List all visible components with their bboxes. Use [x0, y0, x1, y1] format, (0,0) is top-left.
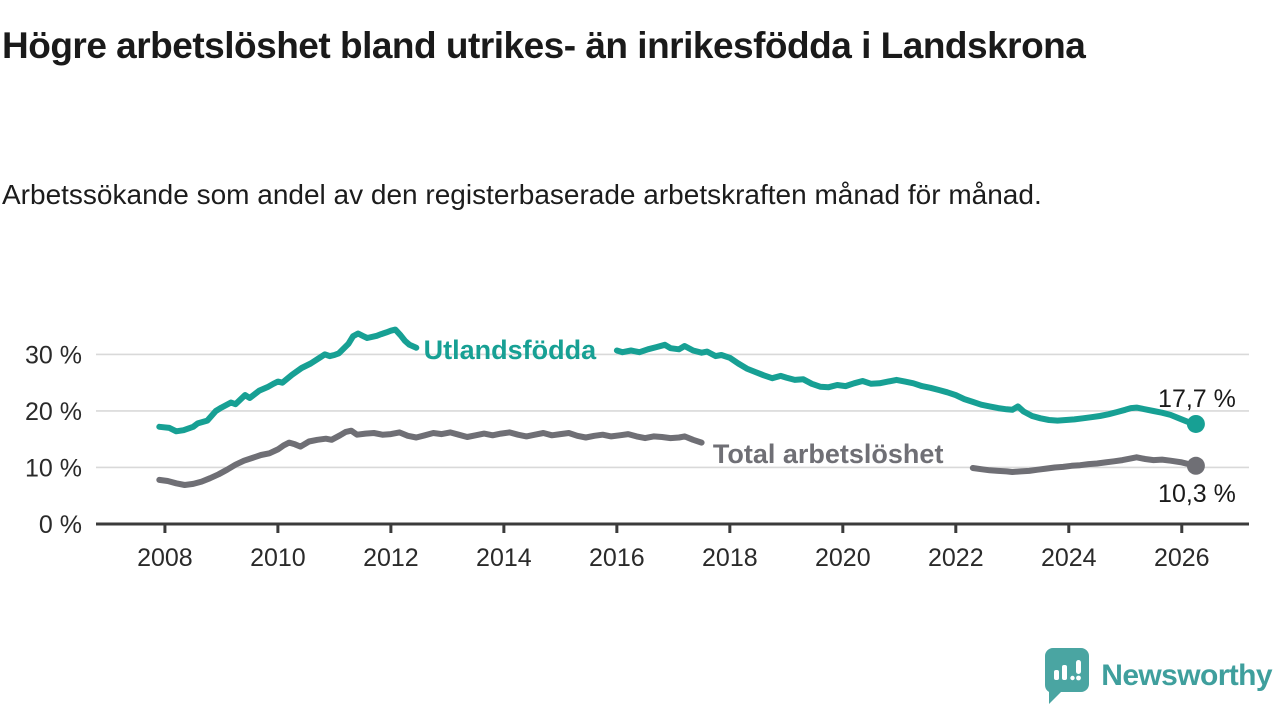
series-line-total [156, 427, 705, 488]
end-value-label-utlandsfodda: 17,7 % [1158, 385, 1236, 413]
bar-chart-glyph [1054, 660, 1082, 681]
newsworthy-logo-icon [1045, 648, 1090, 704]
series-line-total [969, 454, 1199, 475]
y-axis-tick-label: 20 % [25, 398, 82, 426]
brand-name: Newsworthy [1101, 659, 1272, 692]
series-label-total: Total arbetslöshet [713, 439, 944, 469]
x-axis-tick-label: 2010 [250, 544, 306, 572]
x-axis-tick-label: 2012 [363, 544, 419, 572]
end-value-label-total: 10,3 % [1158, 480, 1236, 508]
unemployment-line-chart: 2008 2010 2012 2014 2016 2018 2020 2022 2024 2026… [25, 326, 1249, 572]
end-dot-utlandsfodda [1186, 414, 1205, 433]
end-dot-total [1186, 456, 1205, 475]
page-title: Högre arbetslöshet bland utrikes- än inr… [2, 25, 1086, 66]
x-axis-tick-label: 2016 [589, 544, 645, 572]
y-axis-tick-label: 10 % [25, 454, 82, 482]
newsworthy-brand: Newsworthy [1041, 646, 1273, 706]
y-axis-tick-label: 30 % [25, 341, 82, 369]
series-label-utlandsfodda: Utlandsfödda [424, 335, 597, 365]
x-axis-tick-label: 2018 [702, 544, 758, 572]
x-axis-tick-label: 2022 [928, 544, 984, 572]
series-line-utlandsfodda [156, 326, 420, 435]
x-axis-tick-label: 2020 [815, 544, 871, 572]
series-line-utlandsfodda [613, 341, 1199, 427]
y-axis-tick-label: 0 % [39, 511, 82, 539]
x-axis-tick-label: 2008 [137, 544, 193, 572]
x-axis-tick-label: 2014 [476, 544, 532, 572]
x-axis-tick-label: 2026 [1154, 544, 1210, 572]
page-subtitle: Arbetssökande som andel av den registerb… [2, 179, 1042, 210]
x-axis-tick-label: 2024 [1041, 544, 1097, 572]
